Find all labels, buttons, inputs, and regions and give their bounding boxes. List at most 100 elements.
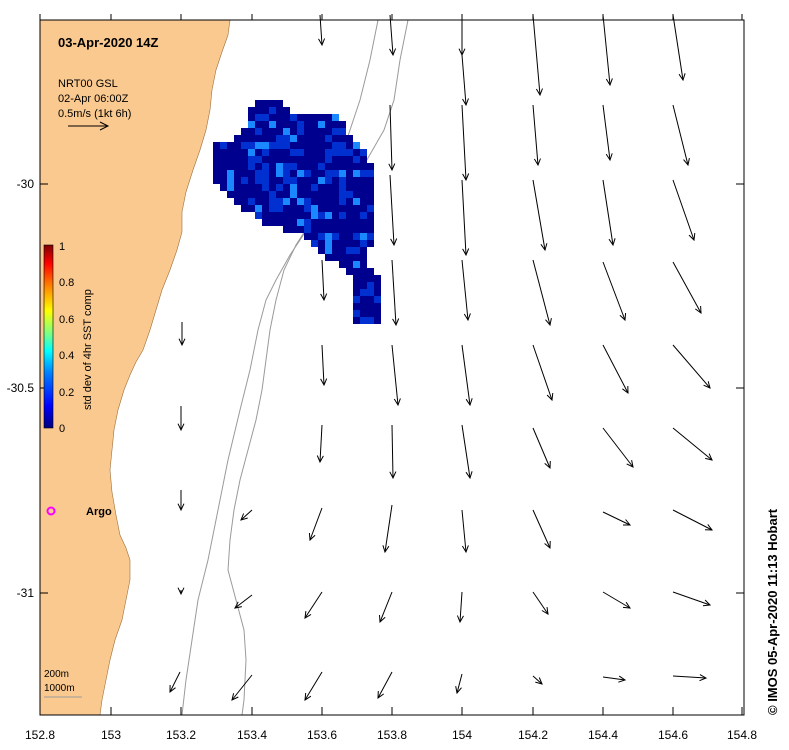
current-arrow bbox=[169, 671, 181, 693]
sst-cell bbox=[332, 128, 339, 135]
arrowhead-icon bbox=[234, 601, 242, 609]
sst-cell bbox=[276, 156, 283, 163]
sst-cell bbox=[325, 156, 332, 163]
current-arrow bbox=[309, 507, 323, 541]
arrowhead-icon bbox=[393, 398, 401, 407]
sst-cell bbox=[353, 233, 360, 240]
sst-cell bbox=[325, 212, 332, 219]
sst-cell bbox=[304, 114, 311, 121]
sst-cell bbox=[248, 107, 255, 114]
sst-cell bbox=[339, 149, 346, 156]
sst-cell bbox=[346, 149, 353, 156]
sst-cell bbox=[241, 184, 248, 191]
sst-cell bbox=[311, 219, 318, 226]
sst-cell bbox=[276, 198, 283, 205]
sst-cell bbox=[213, 163, 220, 170]
sst-cell bbox=[318, 135, 325, 142]
arrowhead-icon bbox=[544, 540, 551, 550]
sst-cell bbox=[304, 156, 311, 163]
sst-cell bbox=[311, 184, 318, 191]
sst-cell bbox=[339, 254, 346, 261]
sst-cell bbox=[339, 177, 346, 184]
sst-cell bbox=[318, 212, 325, 219]
current-arrow bbox=[391, 259, 397, 326]
sst-cell bbox=[374, 303, 381, 310]
sst-cell bbox=[234, 177, 241, 184]
sst-cell bbox=[276, 163, 283, 170]
current-arrow bbox=[532, 591, 549, 615]
sst-cell bbox=[346, 184, 353, 191]
sst-cell bbox=[360, 170, 367, 177]
sst-cell bbox=[325, 142, 332, 149]
sst-cell bbox=[241, 205, 248, 212]
sst-cell bbox=[318, 149, 325, 156]
sst-cell bbox=[332, 247, 339, 254]
current-arrow bbox=[389, 104, 393, 171]
sst-cell bbox=[318, 198, 325, 205]
sst-cell bbox=[304, 163, 311, 170]
arrowhead-icon bbox=[304, 611, 312, 619]
sst-cell bbox=[304, 128, 311, 135]
sst-cell bbox=[325, 233, 332, 240]
x-tick-label: 153.8 bbox=[377, 728, 407, 742]
sst-cell bbox=[353, 184, 360, 191]
sst-cell bbox=[227, 170, 234, 177]
colorbar-tick-label: 0 bbox=[59, 423, 65, 435]
arrowhead-icon bbox=[177, 423, 185, 432]
sst-cell bbox=[248, 198, 255, 205]
sst-cell bbox=[346, 198, 353, 205]
sst-cell bbox=[262, 198, 269, 205]
sst-cell bbox=[269, 212, 276, 219]
current-arrow bbox=[532, 427, 551, 469]
current-arrow bbox=[231, 674, 253, 701]
sst-cell bbox=[248, 135, 255, 142]
arrowhead-icon bbox=[533, 158, 541, 167]
current-arrow bbox=[456, 673, 463, 694]
sst-cell bbox=[304, 184, 311, 191]
sst-cell bbox=[332, 121, 339, 128]
sst-cell bbox=[374, 296, 381, 303]
sst-cell bbox=[346, 240, 353, 247]
sst-cell bbox=[290, 212, 297, 219]
sst-cell bbox=[311, 114, 318, 121]
sst-cell bbox=[339, 233, 346, 240]
sst-cell bbox=[276, 128, 283, 135]
sst-cell bbox=[339, 240, 346, 247]
sst-cell bbox=[255, 177, 262, 184]
current-arrow bbox=[240, 509, 253, 521]
sst-cell bbox=[311, 128, 318, 135]
sst-cell bbox=[255, 128, 262, 135]
sst-cell bbox=[227, 163, 234, 170]
arrowhead-icon bbox=[540, 243, 548, 252]
sst-cell bbox=[241, 142, 248, 149]
current-arrow bbox=[461, 424, 471, 479]
sst-cell bbox=[360, 212, 367, 219]
sst-cell bbox=[276, 205, 283, 212]
sst-cell bbox=[262, 191, 269, 198]
arrowhead-icon bbox=[304, 692, 312, 701]
sst-cell bbox=[332, 149, 339, 156]
sst-cell bbox=[367, 289, 374, 296]
sst-cell bbox=[213, 170, 220, 177]
y-axis-labels: -30 -30.5 -31 bbox=[7, 177, 35, 600]
sst-cell bbox=[367, 163, 374, 170]
sst-cell bbox=[297, 170, 304, 177]
isobath-200m-label: 200m bbox=[44, 669, 69, 680]
sst-cell bbox=[311, 240, 318, 247]
x-axis-labels: 152.8 153 153.2 153.4 153.6 153.8 154 15… bbox=[25, 728, 757, 742]
sst-cell bbox=[220, 184, 227, 191]
sst-cell bbox=[346, 170, 353, 177]
sst-cell bbox=[241, 156, 248, 163]
x-tick-label: 154.2 bbox=[518, 728, 548, 742]
current-arrow bbox=[672, 14, 684, 81]
sst-cell bbox=[262, 142, 269, 149]
current-arrow bbox=[461, 104, 467, 181]
current-arrow bbox=[379, 591, 393, 623]
sst-cell bbox=[339, 142, 346, 149]
sst-cell bbox=[360, 289, 367, 296]
sst-cell bbox=[339, 121, 346, 128]
sst-cell bbox=[325, 114, 332, 121]
sst-cell bbox=[353, 212, 360, 219]
current-arrow bbox=[377, 671, 393, 699]
legend-arrowhead-icon bbox=[99, 121, 110, 131]
